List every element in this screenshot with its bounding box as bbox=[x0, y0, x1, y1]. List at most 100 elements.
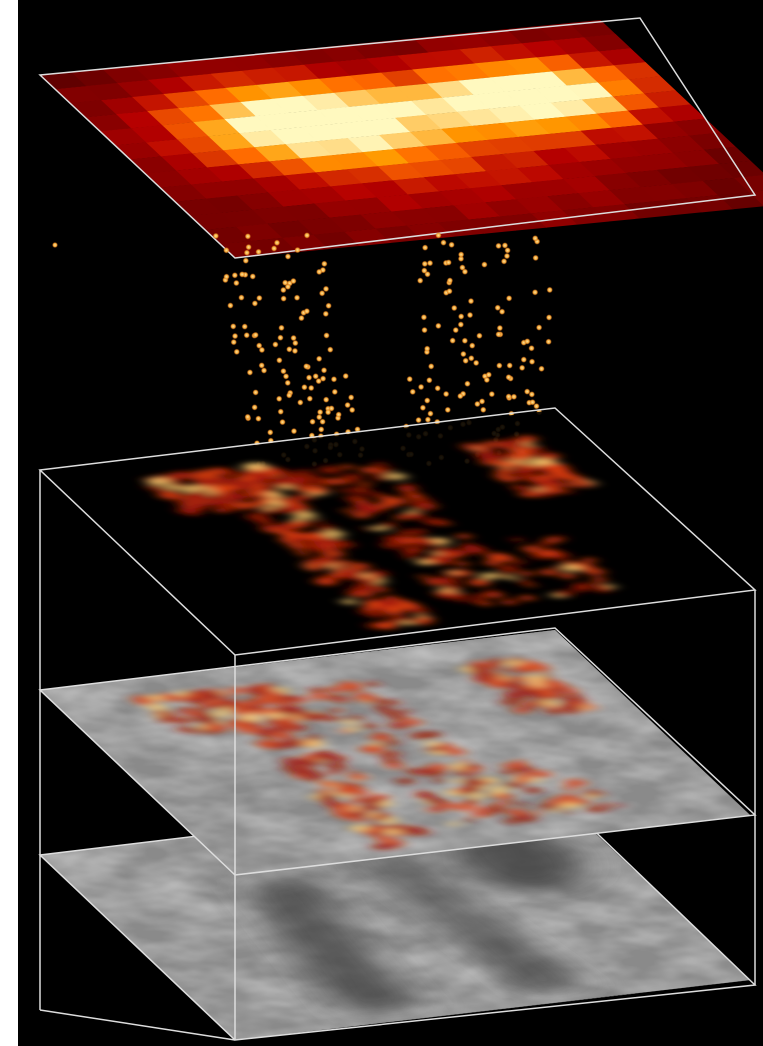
dot bbox=[506, 295, 512, 301]
dot bbox=[294, 295, 300, 301]
dot bbox=[529, 359, 535, 365]
dot bbox=[481, 261, 487, 267]
dot bbox=[231, 339, 237, 345]
dot bbox=[434, 385, 440, 391]
dot bbox=[453, 327, 459, 333]
dot bbox=[538, 366, 544, 372]
dot bbox=[277, 335, 283, 341]
dot bbox=[406, 376, 412, 382]
dot bbox=[446, 288, 452, 294]
dot bbox=[286, 346, 292, 352]
dot bbox=[325, 303, 331, 309]
dot bbox=[303, 363, 309, 369]
dot bbox=[536, 324, 542, 330]
dot bbox=[234, 349, 240, 355]
dot bbox=[504, 247, 510, 253]
dot bbox=[280, 368, 286, 374]
dot bbox=[546, 314, 552, 320]
dot bbox=[445, 259, 451, 265]
dot bbox=[458, 313, 464, 319]
dot bbox=[282, 280, 288, 286]
dot bbox=[462, 338, 468, 344]
dot bbox=[271, 245, 277, 251]
dot bbox=[501, 258, 507, 264]
dot bbox=[321, 367, 327, 373]
dot bbox=[499, 308, 505, 314]
dot bbox=[451, 305, 457, 311]
dot bbox=[276, 357, 282, 363]
dot bbox=[325, 409, 331, 415]
dot bbox=[469, 342, 475, 348]
dot bbox=[319, 419, 325, 425]
dot bbox=[232, 272, 238, 278]
dot bbox=[252, 300, 258, 306]
dot bbox=[519, 365, 525, 371]
dot bbox=[462, 358, 468, 364]
dot bbox=[448, 242, 454, 248]
dot bbox=[278, 408, 284, 414]
dot bbox=[267, 429, 273, 435]
dot bbox=[316, 269, 322, 275]
dot bbox=[276, 396, 282, 402]
dot bbox=[304, 308, 310, 314]
dot bbox=[230, 323, 236, 329]
dot bbox=[445, 407, 451, 413]
dot bbox=[252, 389, 258, 395]
dot bbox=[312, 373, 318, 379]
dot bbox=[458, 251, 464, 257]
dot bbox=[255, 249, 261, 255]
dot bbox=[343, 373, 349, 379]
dot bbox=[532, 289, 538, 295]
dot bbox=[332, 389, 338, 395]
dot bbox=[344, 402, 350, 408]
dot bbox=[245, 233, 251, 239]
dot bbox=[348, 394, 354, 400]
dot bbox=[462, 269, 468, 275]
dot bbox=[319, 290, 325, 296]
dot bbox=[425, 416, 431, 422]
dot bbox=[449, 337, 455, 343]
dot bbox=[331, 376, 337, 382]
dot bbox=[496, 362, 502, 368]
dot bbox=[272, 341, 278, 347]
dot bbox=[489, 391, 495, 397]
dot bbox=[427, 410, 433, 416]
dot bbox=[290, 278, 296, 284]
dot bbox=[415, 417, 421, 423]
dot bbox=[506, 362, 512, 368]
dot bbox=[280, 287, 286, 293]
dot bbox=[524, 388, 530, 394]
dot bbox=[440, 239, 446, 245]
figure bbox=[0, 0, 763, 1046]
dot bbox=[280, 295, 286, 301]
page: (() => { const NS = 'http://www.w3.org/2… bbox=[0, 0, 763, 1046]
dot bbox=[306, 374, 312, 380]
dot bbox=[532, 255, 538, 261]
dot bbox=[468, 355, 474, 361]
dot bbox=[258, 362, 264, 368]
dot bbox=[252, 332, 258, 338]
dot bbox=[447, 277, 453, 283]
dot bbox=[426, 377, 432, 383]
dot bbox=[457, 393, 463, 399]
dot bbox=[424, 397, 430, 403]
dot bbox=[495, 331, 501, 337]
dot bbox=[417, 277, 423, 283]
dot bbox=[323, 396, 329, 402]
dot bbox=[245, 244, 251, 250]
dot bbox=[318, 426, 324, 432]
dot bbox=[259, 347, 265, 353]
dot bbox=[290, 335, 296, 341]
dot bbox=[321, 261, 327, 267]
dot bbox=[443, 391, 449, 397]
dot bbox=[427, 260, 433, 266]
dot bbox=[323, 311, 329, 317]
dot bbox=[422, 244, 428, 250]
dot bbox=[274, 240, 280, 246]
dot bbox=[247, 369, 253, 375]
dot bbox=[307, 395, 313, 401]
dot bbox=[227, 302, 233, 308]
dot bbox=[232, 333, 238, 339]
dot bbox=[233, 280, 239, 286]
dot bbox=[474, 401, 480, 407]
